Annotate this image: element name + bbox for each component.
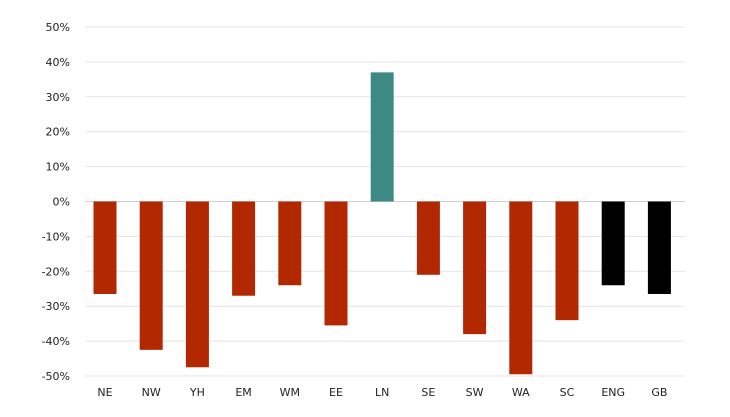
y-axis-tick-labels: 50% 40% 30% 20% 10% 0% -10% -20% -30% -40% -50% [42, 21, 70, 383]
y-tick-label: 40% [46, 56, 70, 69]
y-tick-label: 50% [46, 21, 70, 34]
x-axis-tick-labels: NE NW YH EM WM EE LN SE SW WA SC ENG GB [97, 386, 667, 399]
x-tick-label: NE [97, 386, 112, 399]
bar-eng [601, 201, 625, 286]
x-tick-label: NW [142, 386, 161, 399]
bar-ee [324, 201, 348, 326]
x-tick-label: SC [560, 386, 575, 399]
y-tick-label: -20% [42, 265, 70, 278]
bar-wm [278, 201, 302, 286]
bar-sw [463, 201, 487, 335]
y-tick-label: -10% [42, 230, 70, 243]
bar-em [232, 201, 256, 296]
y-tick-label: 0% [53, 196, 70, 209]
bar-wa [509, 201, 533, 375]
y-tick-label: 10% [46, 161, 70, 174]
y-tick-label: 30% [46, 91, 70, 104]
x-tick-label: EE [329, 386, 343, 399]
y-tick-label: -50% [42, 370, 70, 383]
x-tick-label: WM [280, 386, 300, 399]
bar-sc [555, 201, 579, 321]
x-tick-label: SW [466, 386, 484, 399]
bar-se [416, 201, 440, 275]
x-tick-label: YH [189, 386, 205, 399]
x-tick-label: EM [235, 386, 251, 399]
y-tick-label: 20% [46, 126, 70, 139]
x-tick-label: ENG [601, 386, 625, 399]
x-tick-label: LN [375, 386, 389, 399]
bar-yh [185, 201, 209, 368]
y-tick-label: -30% [42, 300, 70, 313]
bar-ne [93, 201, 117, 294]
bar-ln [370, 72, 394, 202]
bar-nw [139, 201, 163, 350]
x-tick-label: WA [512, 386, 530, 399]
x-tick-label: SE [421, 386, 435, 399]
y-tick-label: -40% [42, 335, 70, 348]
x-tick-label: GB [651, 386, 667, 399]
bar-gb [647, 201, 671, 294]
bars [93, 72, 671, 375]
